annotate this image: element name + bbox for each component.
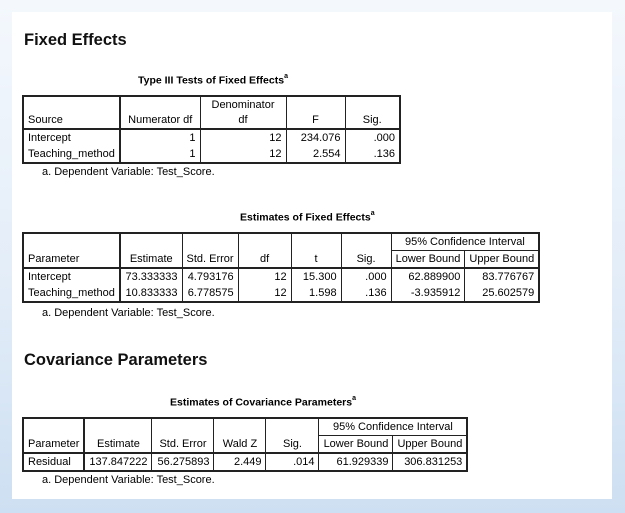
col-header-lower-bound: Lower Bound <box>390 250 466 269</box>
col-header-f: F <box>285 95 346 130</box>
cell-estimate: 10.833333 <box>119 285 183 303</box>
col-header-upper-bound: Upper Bound <box>464 250 540 269</box>
cell-denominator-df: 12 <box>199 128 287 146</box>
row-label: Teaching_method <box>22 285 121 303</box>
cell-f: 2.554 <box>285 146 346 164</box>
cell-wald-z: 2.449 <box>213 452 267 472</box>
cell-std-error: 56.275893 <box>151 452 215 472</box>
cell-std-error: 6.778575 <box>181 285 239 303</box>
cell-std-error: 4.793176 <box>181 267 239 285</box>
row-label: Intercept <box>22 267 121 285</box>
cell-sig: .136 <box>340 285 392 303</box>
cell-df: 12 <box>237 267 292 285</box>
cell-t: 1.598 <box>290 285 342 303</box>
col-header-sig: Sig. <box>340 232 392 269</box>
cell-sig: .014 <box>265 452 320 472</box>
table-title-text: Estimates of Fixed Effects <box>240 211 371 224</box>
section-title-covariance-parameters: Covariance Parameters <box>24 351 208 369</box>
row-label: Residual <box>22 452 86 472</box>
cell-numerator-df: 1 <box>119 128 201 146</box>
table-row: Teaching_method 1 12 2.554 .136 <box>22 146 401 164</box>
cell-sig: .000 <box>344 128 401 146</box>
cell-estimate: 73.333333 <box>119 267 183 285</box>
estimates-fixed-effects-table: Parameter Estimate Std. Error df t Sig. … <box>22 232 541 303</box>
section-title-fixed-effects: Fixed Effects <box>24 31 127 49</box>
header-line: df <box>238 114 248 126</box>
cell-upper-bound: 25.602579 <box>464 285 540 303</box>
cell-lower-bound: -3.935912 <box>390 285 466 303</box>
col-header-std-error: Std. Error <box>181 232 239 269</box>
row-label: Teaching_method <box>22 146 121 164</box>
cell-sig: .136 <box>344 146 401 164</box>
footnote-type3: a. Dependent Variable: Test_Score. <box>42 166 215 178</box>
col-header-df: df <box>237 232 292 269</box>
cell-f: 234.076 <box>285 128 346 146</box>
col-header-estimate: Estimate <box>83 417 153 454</box>
cell-estimate: 137.847222 <box>83 452 153 472</box>
col-header-source: Source <box>22 95 121 130</box>
row-label: Intercept <box>22 128 121 146</box>
col-header-std-error: Std. Error <box>151 417 215 454</box>
table-title-text: Estimates of Covariance Parameters <box>170 396 353 409</box>
col-header-confidence-interval: 95% Confidence Interval <box>390 232 540 251</box>
type3-tests-table: Source Numerator df Denominator df F Sig.… <box>22 95 401 164</box>
col-header-t: t <box>290 232 342 269</box>
table-title-type3-tests: Type III Tests of Fixed Effectsa <box>138 73 288 87</box>
table-title-text: Type III Tests of Fixed Effects <box>138 74 285 87</box>
col-header-parameter: Parameter <box>22 232 121 269</box>
footnote-marker: a <box>352 395 356 402</box>
col-header-parameter: Parameter <box>22 417 86 454</box>
footnote-estimates-fixed: a. Dependent Variable: Test_Score. <box>42 307 215 319</box>
col-header-estimate: Estimate <box>119 232 183 269</box>
cell-df: 12 <box>237 285 292 303</box>
footnote-marker: a <box>370 210 375 217</box>
footnote-estimates-covariance: a. Dependent Variable: Test_Score. <box>42 474 215 486</box>
table-row: Intercept 73.333333 4.793176 12 15.300 .… <box>22 267 540 285</box>
footnote-marker: a <box>284 73 288 80</box>
cell-upper-bound: 306.831253 <box>392 452 468 472</box>
col-header-upper-bound: Upper Bound <box>392 435 468 454</box>
col-header-sig: Sig. <box>265 417 320 454</box>
header-line: Denominator <box>211 99 275 111</box>
estimates-covariance-table: Parameter Estimate Std. Error Wald Z Sig… <box>22 417 469 472</box>
table-row: Residual 137.847222 56.275893 2.449 .014… <box>22 452 468 472</box>
col-header-lower-bound: Lower Bound <box>318 435 394 454</box>
col-header-denominator-df: Denominator df <box>199 95 287 130</box>
cell-sig: .000 <box>340 267 392 285</box>
col-header-sig: Sig. <box>344 95 401 130</box>
col-header-wald-z: Wald Z <box>213 417 267 454</box>
table-row: Teaching_method 10.833333 6.778575 12 1.… <box>22 285 540 303</box>
cell-upper-bound: 83.776767 <box>464 267 540 285</box>
cell-numerator-df: 1 <box>119 146 201 164</box>
cell-denominator-df: 12 <box>199 146 287 164</box>
table-title-estimates-covariance: Estimates of Covariance Parametersa <box>170 395 356 409</box>
col-header-confidence-interval: 95% Confidence Interval <box>318 417 468 436</box>
cell-lower-bound: 61.929339 <box>318 452 394 472</box>
table-title-estimates-fixed: Estimates of Fixed Effectsa <box>240 210 375 224</box>
col-header-numerator-df: Numerator df <box>119 95 201 130</box>
table-row: Intercept 1 12 234.076 .000 <box>22 128 401 146</box>
cell-t: 15.300 <box>290 267 342 285</box>
cell-lower-bound: 62.889900 <box>390 267 466 285</box>
